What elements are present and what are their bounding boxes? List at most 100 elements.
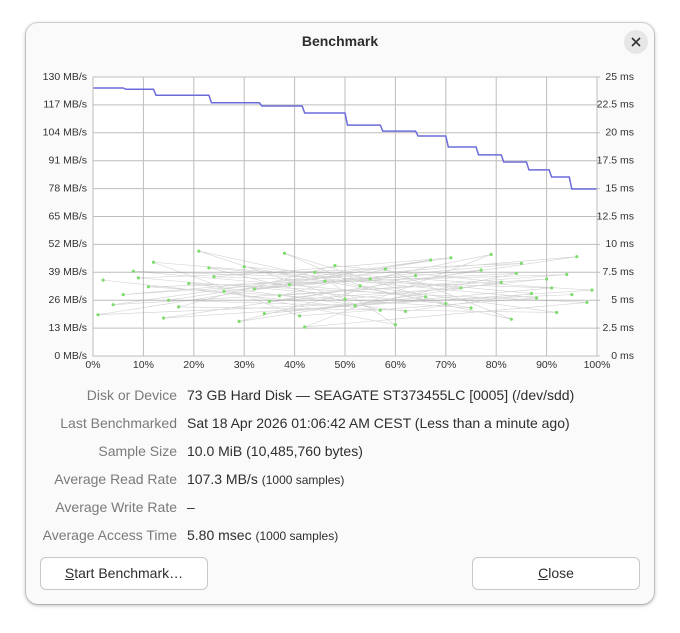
y2-tick-label: 17.5 ms <box>597 154 634 166</box>
y-tick-label: 130 MB/s <box>43 71 87 83</box>
access-time-point <box>545 277 549 281</box>
y2-tick-label: 10 ms <box>605 238 634 250</box>
access-time-point <box>131 269 135 273</box>
y-tick-label: 91 MB/s <box>48 154 87 166</box>
access-time-point <box>111 303 115 307</box>
access-time-point <box>575 255 579 259</box>
access-time-point <box>529 291 534 296</box>
access-time-point <box>413 274 418 278</box>
y-tick-label: 26 MB/s <box>48 294 87 306</box>
info-row: Sample Size 10.0 MiB (10,485,760 bytes) <box>26 439 654 463</box>
access-time-point <box>509 317 513 321</box>
x-tick-label: 90% <box>536 359 557 371</box>
y2-tick-label: 20 ms <box>605 127 634 139</box>
access-time-point <box>449 256 453 260</box>
close-button[interactable] <box>624 30 648 54</box>
info-value: 10.0 MiB (10,485,760 bytes) <box>187 443 363 459</box>
y2-tick-label: 15 ms <box>605 182 634 194</box>
y-tick-label: 39 MB/s <box>48 266 87 278</box>
info-label: Average Access Time <box>42 527 177 543</box>
y-tick-label: 117 MB/s <box>43 99 87 111</box>
access-time-point <box>333 264 337 268</box>
access-time-point <box>555 310 559 315</box>
info-note: (1000 samples) <box>255 529 339 543</box>
y2-tick-label: 12.5 ms <box>597 210 634 222</box>
access-time-point <box>298 314 302 318</box>
close-dialog-button[interactable]: Close <box>472 557 640 590</box>
access-time-point <box>570 293 574 297</box>
access-time-point <box>393 323 397 327</box>
access-time-point <box>403 309 408 313</box>
value-text: 5.80 msec <box>187 527 252 543</box>
access-time-point <box>277 294 282 298</box>
button-label: Start Benchmark… <box>64 565 184 581</box>
info-value: 73 GB Hard Disk — SEAGATE ST373455LC [00… <box>187 387 575 403</box>
x-tick-label: 50% <box>334 359 355 371</box>
access-time-point <box>207 266 211 270</box>
close-icon <box>631 37 641 47</box>
access-time-point <box>444 301 448 306</box>
info-row: Average Read Rate 107.3 MB/s (1000 sample… <box>26 467 654 491</box>
y2-tick-label: 0 ms <box>611 350 634 362</box>
access-time-point <box>469 306 473 310</box>
x-tick-label: 10% <box>133 359 154 371</box>
x-tick-label: 80% <box>486 359 507 371</box>
x-tick-label: 0% <box>85 359 100 371</box>
access-time-point <box>303 325 307 329</box>
access-time-trace <box>97 250 592 328</box>
x-tick-label: 70% <box>435 359 456 371</box>
access-time-point <box>459 286 463 290</box>
access-time-point <box>161 316 166 320</box>
chart: 0 MB/s 13 MB/s 26 MB/s 39 MB/s 52 MB/s 65 MB/… <box>43 71 634 371</box>
x-tick-label: 40% <box>284 359 305 371</box>
button-label: Close <box>538 565 574 581</box>
y2-tick-label: 5 ms <box>611 294 634 306</box>
access-time-point <box>383 267 387 271</box>
access-time-point <box>368 277 372 281</box>
y2-tick-label: 2.5 ms <box>602 322 634 334</box>
access-time-point <box>252 287 256 291</box>
read-rate-line <box>93 87 597 190</box>
dialog-title: Benchmark <box>301 33 379 49</box>
info-row: Disk or Device 73 GB Hard Disk — SEAGATE … <box>26 383 654 407</box>
access-time-point <box>222 289 226 293</box>
access-time-point <box>590 288 594 292</box>
info-value: 107.3 MB/s (1000 samples) <box>187 467 344 492</box>
info-label: Average Write Rate <box>55 499 177 515</box>
access-time-point <box>237 319 241 324</box>
access-time-point <box>151 260 156 264</box>
access-time-point <box>550 286 554 290</box>
value-text: 107.3 MB/s <box>187 471 258 487</box>
info-label: Last Benchmarked <box>60 415 177 431</box>
access-time-point <box>96 313 100 317</box>
y2-tick-label: 25 ms <box>605 71 634 83</box>
access-time-point <box>282 251 287 255</box>
y-tick-label: 78 MB/s <box>48 182 87 194</box>
y-tick-label: 13 MB/s <box>48 322 87 334</box>
benchmark-dialog: Benchmark 0 MB/s 13 MB/s 26 MB/s 39 MB/s 52 … <box>26 23 654 604</box>
x-tick-label: 20% <box>183 359 204 371</box>
access-time-point <box>136 276 140 280</box>
info-label: Average Read Rate <box>54 471 177 487</box>
info-value: 5.80 msec (1000 samples) <box>187 523 338 548</box>
access-time-point <box>489 252 493 257</box>
access-time-point <box>313 270 317 274</box>
access-time-point <box>242 265 246 269</box>
access-time-point <box>378 308 382 312</box>
access-time-point <box>343 297 347 301</box>
y-tick-label: 65 MB/s <box>48 210 87 222</box>
info-value: Sat 18 Apr 2026 01:06:42 AM CEST (Less t… <box>187 415 570 431</box>
start-benchmark-button[interactable]: Start Benchmark… <box>40 557 208 590</box>
access-time-point <box>187 281 191 286</box>
access-time-point <box>514 271 518 276</box>
info-note: (1000 samples) <box>261 473 345 487</box>
y2-tick-label: 7.5 ms <box>602 266 634 278</box>
access-time-point <box>353 304 357 308</box>
info-value: – <box>187 499 195 515</box>
info-row: Average Access Time 5.80 msec (1000 sampl… <box>26 523 654 547</box>
info-label: Sample Size <box>98 443 177 459</box>
access-time-point <box>287 282 292 287</box>
access-time-point <box>424 295 428 299</box>
access-time-point <box>101 278 105 282</box>
y-tick-label: 0 MB/s <box>54 350 87 362</box>
